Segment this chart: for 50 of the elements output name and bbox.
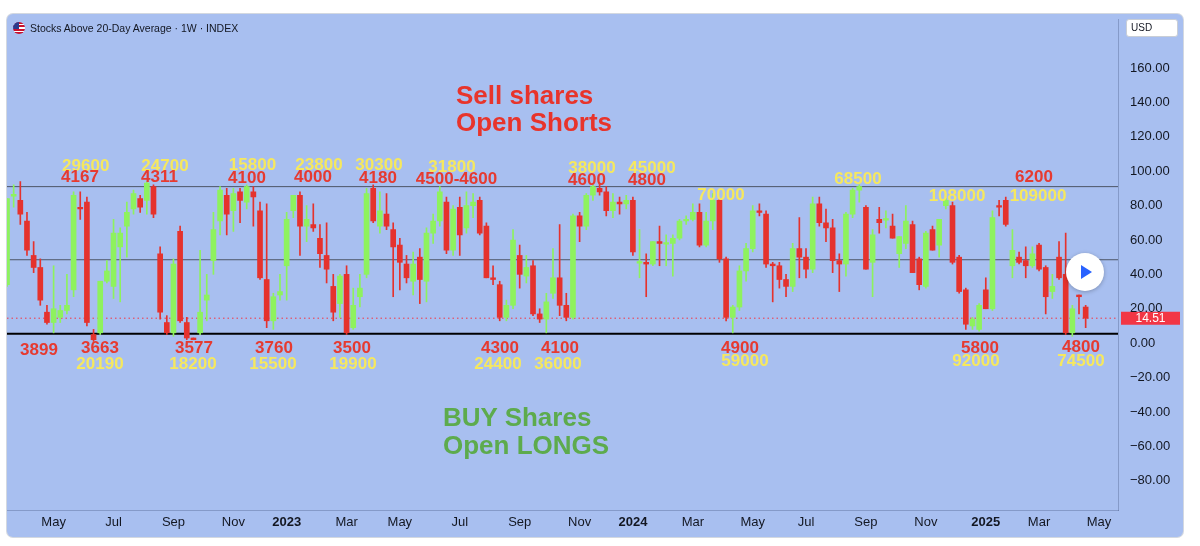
candlestick xyxy=(876,206,883,234)
x-tick-label: Nov xyxy=(221,514,246,530)
x-tick-label: Sep xyxy=(854,514,878,530)
y-tick-label: 160.00 xyxy=(1130,59,1170,75)
x-tick-label: Nov xyxy=(914,514,938,530)
y-tick-label: 60.00 xyxy=(1130,231,1163,247)
x-tick-label: May xyxy=(1086,514,1112,530)
y-tick-label: 120.00 xyxy=(1130,128,1170,144)
x-tick-label: Jul xyxy=(105,514,122,530)
y-tick-label: 40.00 xyxy=(1130,265,1163,281)
candlestick xyxy=(883,210,889,229)
x-tick-label: Jul xyxy=(797,514,815,530)
x-tick-label: Jul xyxy=(451,514,469,530)
x-tick-label: May xyxy=(41,514,67,530)
annotation: 3899 xyxy=(20,339,58,359)
x-tick-label: May xyxy=(740,514,766,530)
x-tick-label: Nov xyxy=(568,514,592,530)
candlestick xyxy=(197,249,203,335)
ref-line-label: 14.51 xyxy=(1135,311,1166,326)
y-tick-label: 140.00 xyxy=(1130,93,1170,109)
x-tick-label: 2025 xyxy=(971,514,1001,530)
annotation: 109000 xyxy=(1009,185,1067,205)
y-tick-label: −40.00 xyxy=(1130,403,1171,419)
candlestick xyxy=(203,274,210,322)
x-tick-label: Mar xyxy=(335,514,359,530)
chart-title: Stocks Above 20-Day Average · 1W · INDEX xyxy=(30,21,239,35)
candlestick xyxy=(277,274,283,301)
x-tick-label: Mar xyxy=(1027,514,1051,530)
y-tick-label: 0.00 xyxy=(1130,334,1156,350)
candlestick xyxy=(1076,294,1082,315)
y-tick-label: 80.00 xyxy=(1130,197,1163,213)
annotation: 6200 xyxy=(1015,166,1053,186)
x-tick-label: 2023 xyxy=(272,514,302,530)
y-tick-label: −80.00 xyxy=(1130,472,1171,488)
annotation: 70000 xyxy=(697,184,745,204)
x-tick-label: Sep xyxy=(161,514,186,530)
x-tick-label: Mar xyxy=(681,514,705,530)
y-tick-label: −20.00 xyxy=(1130,369,1171,385)
annotation: BUY Shares xyxy=(443,402,592,433)
candlestick xyxy=(643,253,650,298)
annotation: 68500 xyxy=(834,168,882,188)
x-tick-label: Sep xyxy=(508,514,532,530)
y-tick-label: 100.00 xyxy=(1130,162,1170,178)
annotation: Open LONGS xyxy=(443,430,610,461)
annotation: 108000 xyxy=(928,185,986,205)
y-axis-title: USD xyxy=(1126,19,1178,37)
x-tick-label: May xyxy=(387,514,413,530)
candlestick xyxy=(310,203,317,232)
y-tick-label: −60.00 xyxy=(1130,437,1171,453)
x-tick-label: 2024 xyxy=(618,514,649,530)
